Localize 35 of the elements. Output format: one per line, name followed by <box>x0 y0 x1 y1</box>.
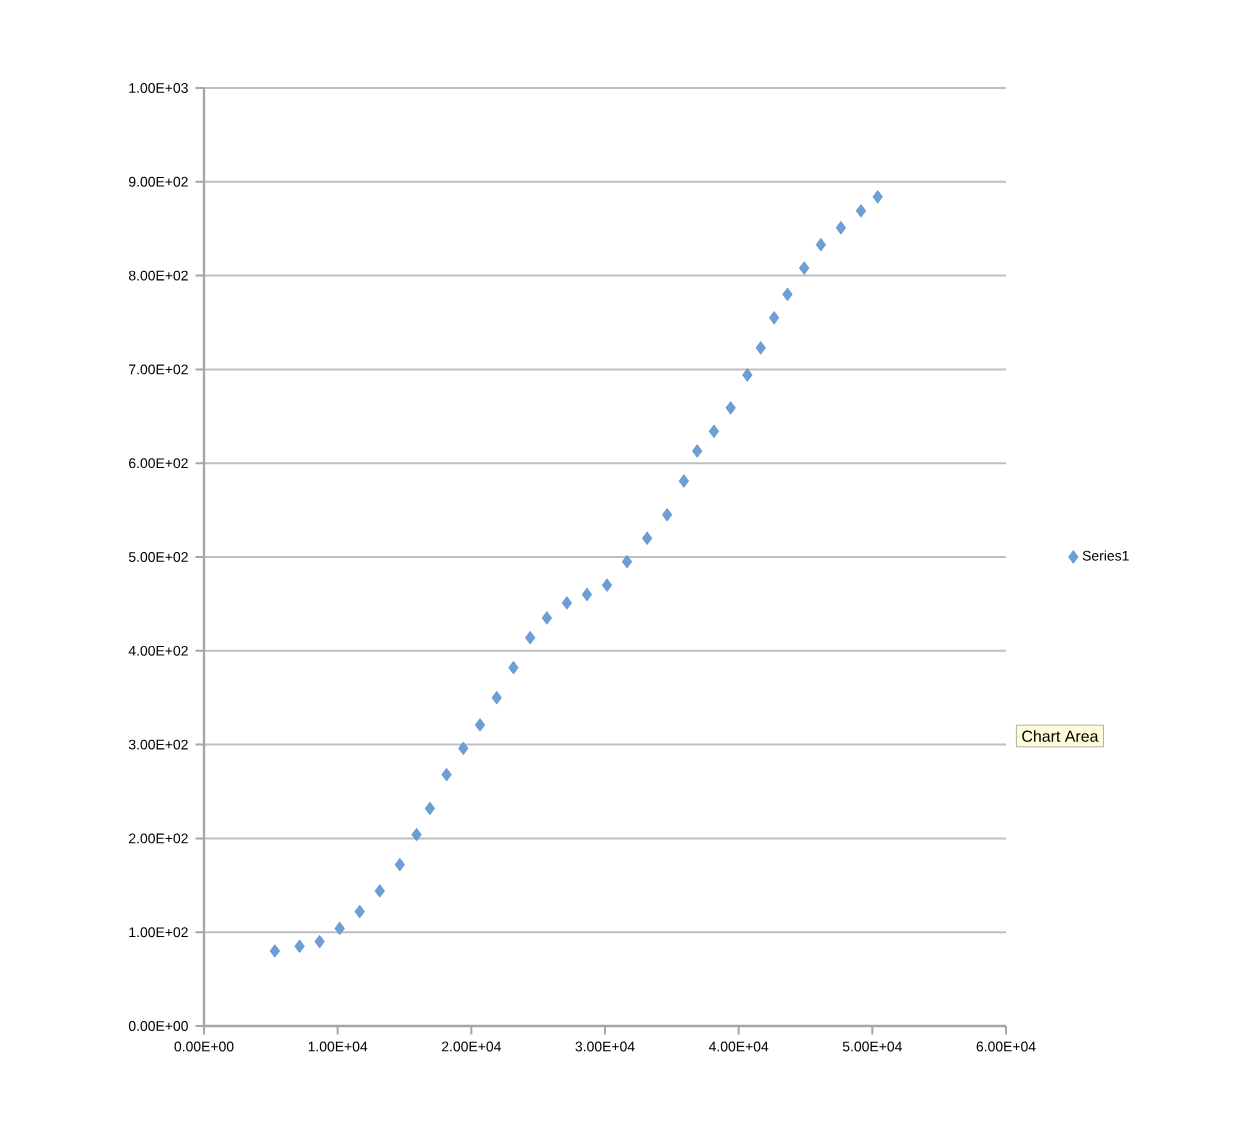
point <box>621 554 633 569</box>
point <box>541 611 552 625</box>
point <box>525 630 536 645</box>
point <box>424 801 435 816</box>
point <box>314 934 325 949</box>
point <box>269 944 280 958</box>
point <box>441 767 452 782</box>
point <box>872 190 883 204</box>
point <box>394 857 405 872</box>
point <box>755 341 766 355</box>
point <box>692 444 703 458</box>
point <box>742 368 753 382</box>
point <box>815 237 826 252</box>
point <box>678 474 689 488</box>
point <box>725 401 736 415</box>
point <box>491 691 502 705</box>
point <box>474 718 486 732</box>
point <box>769 311 780 325</box>
point <box>411 827 422 842</box>
point <box>835 221 847 235</box>
point <box>642 531 653 545</box>
point <box>374 884 385 898</box>
point <box>508 660 519 675</box>
point <box>458 741 469 756</box>
point <box>799 261 810 275</box>
point <box>708 424 720 438</box>
point <box>561 596 573 610</box>
point <box>662 508 673 522</box>
point <box>294 939 305 953</box>
point <box>334 921 345 936</box>
point <box>354 904 365 919</box>
point <box>601 578 613 592</box>
point <box>782 287 793 302</box>
point <box>855 204 867 218</box>
point <box>581 587 593 602</box>
